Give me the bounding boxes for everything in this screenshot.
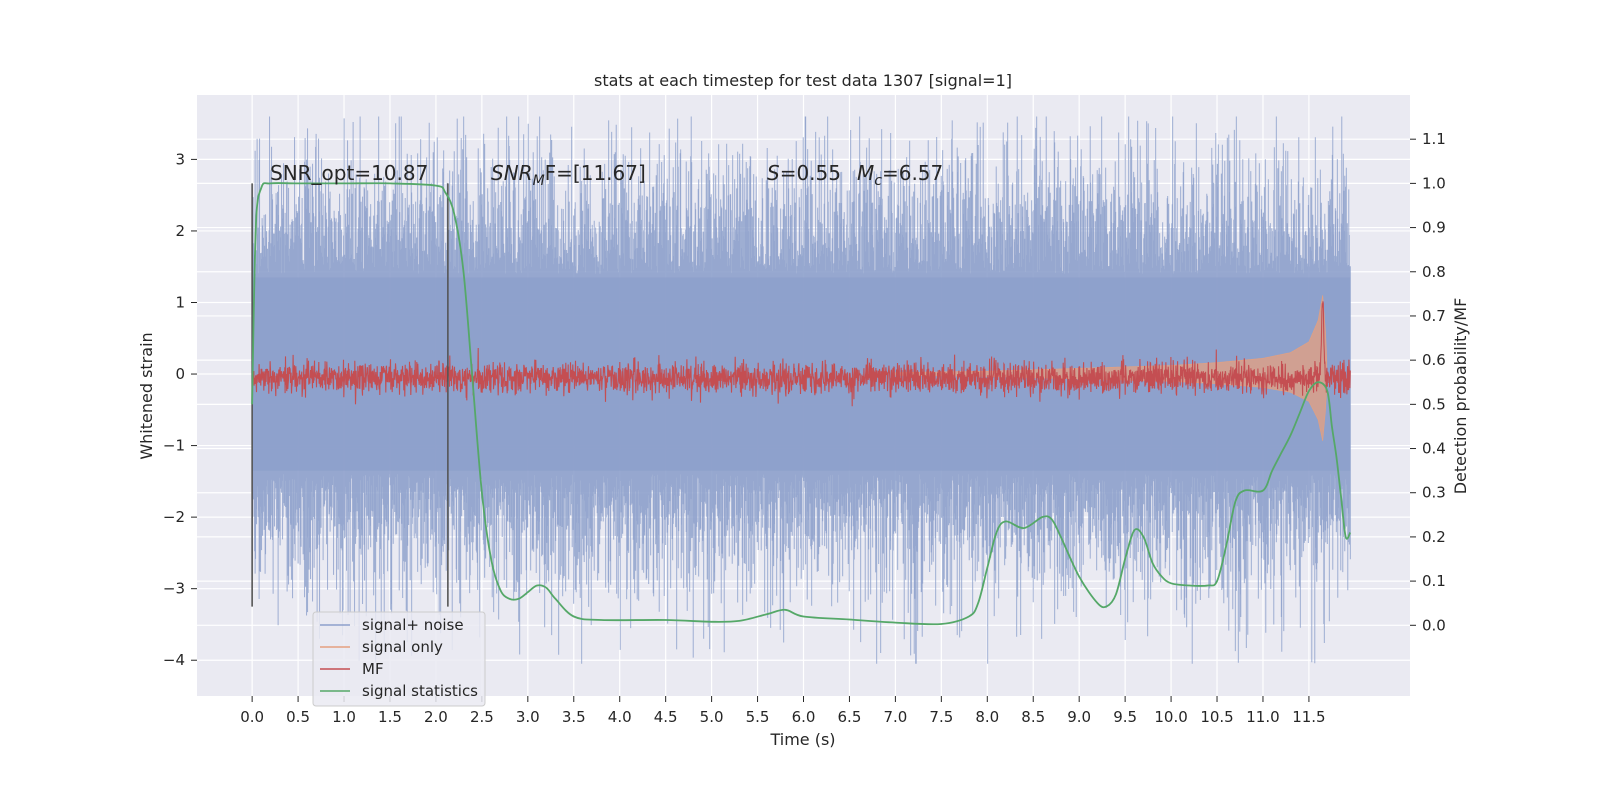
- signal-statistics-series: [251, 182, 1352, 626]
- y-right-tick-label: 0.0: [1422, 616, 1446, 634]
- y-right-tick-label: 0.8: [1422, 263, 1446, 281]
- x-tick-label: 1.0: [332, 708, 356, 726]
- y-right-tick-label: 0.4: [1422, 440, 1446, 458]
- legend-box: [312, 611, 486, 707]
- y-axis-ticks: 3 2 1 0 −1 −2 −3 −4: [163, 150, 197, 669]
- x-tick-label: 0.0: [240, 708, 264, 726]
- y-right-axis-ticks: 1.1 1.0 0.9 0.8 0.7 0.6 0.5 0.4 0.3 0.2 0.1 0.0: [1410, 130, 1446, 634]
- y-tick-label: −1: [163, 437, 185, 455]
- x-tick-label: 9.0: [1067, 708, 1091, 726]
- x-tick-label: 4.0: [608, 708, 632, 726]
- y-right-tick-label: 0.5: [1422, 395, 1446, 413]
- x-tick-label: 7.0: [883, 708, 907, 726]
- legend-label-signal: signal only: [362, 638, 443, 656]
- y-right-tick-label: 0.7: [1422, 307, 1446, 325]
- x-tick-label: 7.5: [929, 708, 953, 726]
- mf-series: [251, 301, 1351, 407]
- y-tick-label: 3: [175, 150, 185, 168]
- x-tick-label: 4.5: [654, 708, 678, 726]
- y-axis-label: Whitened strain: [137, 332, 156, 459]
- y-tick-label: −2: [163, 508, 185, 526]
- y-right-tick-label: 1.0: [1422, 174, 1446, 192]
- x-tick-label: 11.5: [1292, 708, 1325, 726]
- annotation-snr-opt: SNR_opt=10.87: [270, 161, 428, 185]
- x-tick-label: 8.5: [1021, 708, 1045, 726]
- y-right-axis-label: Detection probability/MF: [1451, 298, 1470, 495]
- y-right-tick-label: 0.2: [1422, 528, 1446, 546]
- legend: signal+ noise signal only MF signal stat…: [312, 611, 486, 707]
- y-right-tick-label: 0.6: [1422, 351, 1446, 369]
- mf-line: [251, 301, 1351, 407]
- x-tick-label: 2.0: [424, 708, 448, 726]
- x-axis-label: Time (s): [769, 730, 835, 749]
- x-tick-label: 0.5: [286, 708, 310, 726]
- annotation-s-value: =0.55: [780, 161, 841, 185]
- x-tick-label: 5.0: [700, 708, 724, 726]
- x-tick-label: 3.0: [516, 708, 540, 726]
- chart-title: stats at each timestep for test data 130…: [594, 71, 1012, 90]
- annotation-snr-mf-suffix: F=[11.67]: [545, 161, 646, 185]
- x-axis-ticks: 0.0 0.5 1.0 1.5 2.0 2.5 3.0 3.5 4.0 4.5 5.0 5.5 6.0 6…: [240, 696, 1326, 726]
- x-tick-label: 8.0: [975, 708, 999, 726]
- legend-label-noise: signal+ noise: [362, 616, 464, 634]
- x-tick-label: 1.5: [378, 708, 402, 726]
- annotation-snr-mf-prefix: SNR: [491, 161, 533, 185]
- x-tick-label: 5.5: [746, 708, 770, 726]
- legend-label-mf: MF: [362, 660, 384, 678]
- annotation-mc-value: =6.57: [882, 161, 943, 185]
- y-tick-label: 1: [175, 293, 185, 311]
- annotation-s-symbol: S: [767, 161, 780, 185]
- annotation-snr-mf-sub: M: [533, 173, 545, 189]
- signal-statistics-line: [251, 182, 1352, 626]
- y-tick-label: 2: [175, 222, 185, 240]
- y-tick-label: −3: [163, 580, 185, 598]
- annotation-snr-mf: SNRMF=[11.67]: [491, 161, 646, 189]
- x-tick-label: 3.5: [562, 708, 586, 726]
- y-right-tick-label: 0.1: [1422, 572, 1446, 590]
- x-tick-label: 6.5: [838, 708, 862, 726]
- y-right-tick-label: 1.1: [1422, 130, 1446, 148]
- x-tick-label: 2.5: [470, 708, 494, 726]
- y-tick-label: −4: [163, 651, 185, 669]
- annotation-s-mc: S=0.55 Mc=6.57: [767, 161, 943, 189]
- annotation-mc-sub: c: [874, 173, 882, 189]
- x-tick-label: 10.0: [1154, 708, 1187, 726]
- y-right-tick-label: 0.9: [1422, 219, 1446, 237]
- x-tick-label: 11.0: [1246, 708, 1279, 726]
- y-tick-label: 0: [175, 365, 185, 383]
- x-tick-label: 10.5: [1200, 708, 1233, 726]
- annotation-mc-symbol: M: [857, 161, 874, 185]
- x-tick-label: 6.0: [792, 708, 816, 726]
- x-tick-label: 9.5: [1113, 708, 1137, 726]
- y-right-tick-label: 0.3: [1422, 484, 1446, 502]
- legend-label-stat: signal statistics: [362, 682, 478, 700]
